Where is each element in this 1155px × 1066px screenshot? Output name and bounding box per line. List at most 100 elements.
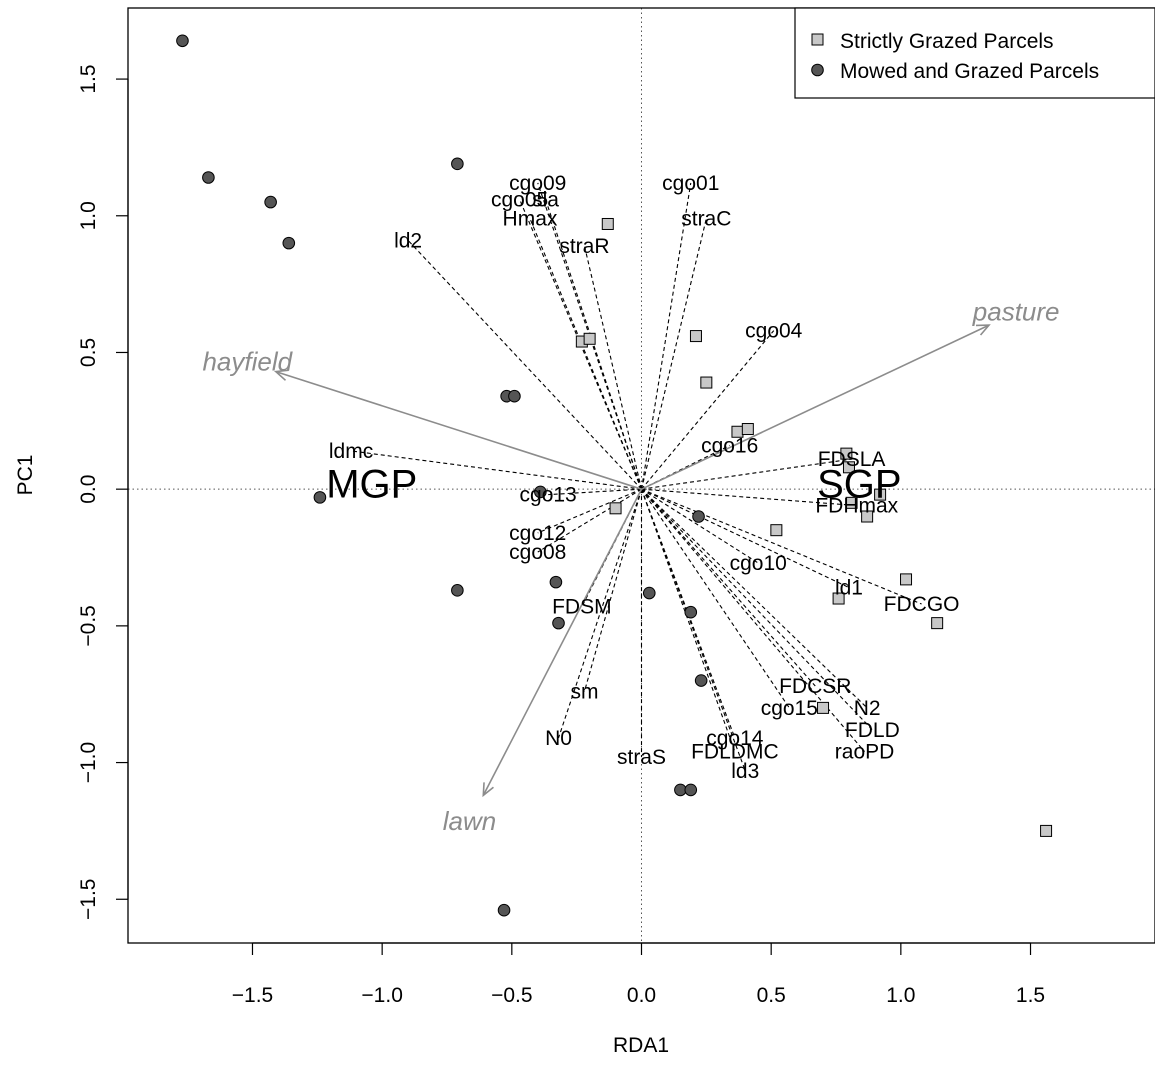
trait-vector-label: sm [570,680,598,703]
trait-vector-label: straR [559,235,609,258]
grazed-parcel-point [874,488,887,501]
y-tick-label: 1.0 [77,201,100,230]
x-tick-label: −1.5 [232,984,273,1007]
x-tick-label: −0.5 [491,984,532,1007]
grazed-parcel-point [583,332,596,345]
trait-vector-label: cgo08 [509,541,566,564]
legend-label-mowed-grazed: Mowed and Grazed Parcels [840,60,1099,83]
legend-label-strictly-grazed: Strictly Grazed Parcels [840,30,1054,53]
trait-vector-label: FDCGO [884,593,960,616]
trait-vector-line [641,488,790,709]
environment-arrowhead [273,369,289,381]
trait-vector-line [641,488,850,589]
grazed-parcel-point [842,461,855,474]
y-axis-label: PC1 [14,455,37,496]
trait-vector-label: cgo13 [520,484,577,507]
x-tick-label: 0.5 [757,984,786,1007]
mowed-parcel-point [176,34,189,48]
trait-vector-label: ld3 [731,760,759,783]
trait-vector-label: sla [532,188,559,211]
y-tick-label: 0.5 [77,338,100,367]
trait-vector-line [641,488,868,709]
mowed-parcel-point [282,236,296,250]
trait-vector-line [641,488,865,752]
x-axis: −1.5 −1.0 −0.5 0.0 0.5 1.0 1.5 [232,942,1045,1007]
trait-vector-label: ld2 [394,229,422,252]
environment-arrowhead [482,782,494,798]
grazed-parcel-point [689,330,702,343]
mowed-parcel-point [508,389,521,403]
trait-vector-label: FDSLA [818,448,886,471]
environment-arrow [482,488,643,796]
trait-vector-line [529,218,643,490]
trait-vector-line [640,488,746,771]
mowed-parcel-point [684,605,698,619]
trait-vector-label: FDCSR [779,675,851,698]
grazed-parcel-point [900,573,913,586]
mowed-parcel-point [264,195,277,209]
y-tick-label: 0.0 [77,475,100,504]
grazed-parcel-point [931,617,944,630]
grazed-parcel-point [832,592,845,605]
legend-box [794,7,1155,99]
trait-vector-label: cgo12 [509,522,566,545]
environment-arrowhead [976,324,991,336]
mowed-parcel-point [497,903,511,917]
grazed-parcel-point [601,217,614,230]
trait-vector-line [640,218,707,490]
trait-vectors [350,182,922,771]
trait-vector-label: N0 [545,727,572,750]
y-axis: −1.5 −1.0 −0.5 0.0 0.5 1.0 1.5 [77,64,129,920]
environment-label: hayfield [202,346,293,376]
trait-vector-label: Hmax [503,208,558,231]
trait-vector-label: cgo14 [706,727,764,750]
y-tick-label: −1.5 [77,879,100,920]
trait-vector-line [548,488,642,496]
grazed-parcel-point [845,496,858,509]
environment-label: lawn [443,806,496,836]
trait-vector-label: cgo16 [701,434,758,457]
trait-vector-label: cgo04 [745,320,803,343]
trait-vector-label: FDLD [845,719,900,742]
mowed-parcel-point [202,171,215,184]
trait-vector-label: cgo01 [662,172,719,195]
mowed-parcel-point [694,674,708,687]
trait-vector-line [537,488,642,534]
trait-vector-line [545,199,643,490]
trait-vector-label: straS [617,746,666,769]
grazed-parcel-point [609,502,622,515]
trait-vector-label: straC [681,208,731,231]
x-tick-label: −1.0 [361,984,402,1007]
grazed-parcel-point [817,701,830,714]
data-points [176,34,1053,917]
grazed-parcel-point [700,376,713,389]
trait-vector-line [537,488,642,553]
mowed-parcel-point [451,157,464,171]
legend: Strictly Grazed Parcels Mowed and Grazed… [794,7,1155,99]
trait-vector-line [557,488,643,739]
trait-vector-line [641,488,816,687]
mowed-parcel-point [549,575,563,589]
trait-vector-label: cgo10 [730,552,787,575]
trait-vector-label: FDSM [552,596,612,619]
mowed-parcel-point [684,783,698,797]
trait-vector-label: ldmc [329,440,373,463]
trait-vector-label: cgo15 [761,697,818,720]
mowed-parcel-point [674,783,687,797]
trait-vector-line [583,489,643,692]
trait-vector-line [583,245,643,490]
group-label: SGP [817,463,901,507]
mowed-parcel-point [692,510,705,523]
y-tick-label: 1.5 [77,64,100,93]
mowed-parcel-point [552,616,565,630]
grazed-parcel-point [741,423,754,436]
grazed-parcel-point [861,510,874,523]
trait-vector-label: raoPD [835,741,895,764]
mowed-parcel-point [451,584,464,597]
legend-square-marker [811,33,824,46]
legend-circle-marker [811,63,824,77]
trait-vector-line [640,182,692,490]
grazed-parcel-point [1040,824,1053,837]
x-tick-label: 1.5 [1016,984,1045,1007]
